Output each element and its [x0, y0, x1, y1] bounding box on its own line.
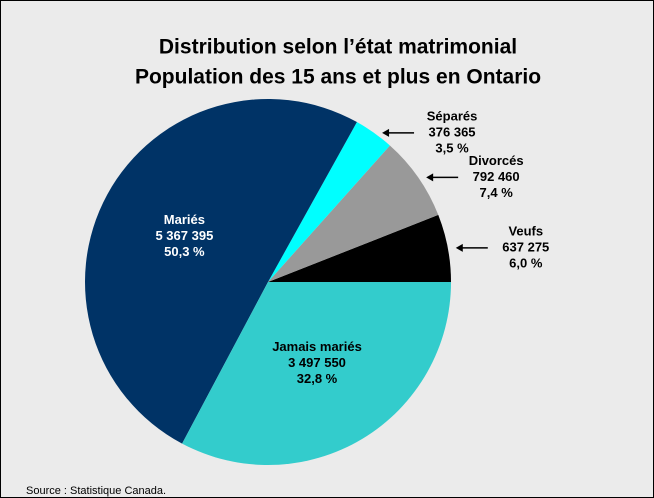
slice-name: Veufs	[508, 223, 543, 238]
slice-name: Mariés	[164, 212, 205, 227]
slice-percent: 50,3 %	[164, 244, 205, 259]
slice-name: Séparés	[427, 108, 478, 123]
slice-percent: 7,4 %	[480, 185, 514, 200]
slice-value: 792 460	[473, 169, 520, 184]
slice-percent: 3,5 %	[435, 140, 469, 155]
pie-slice	[182, 282, 452, 466]
pie-slice	[268, 214, 451, 282]
pie-slice	[268, 145, 439, 282]
arrow-head	[382, 128, 390, 137]
chart-subtitle: Population des 15 ans et plus en Ontario	[135, 66, 541, 89]
slice-name: Jamais mariés	[272, 339, 362, 354]
slice-value: 376 365	[429, 124, 476, 139]
slice-percent: 6,0 %	[509, 255, 543, 270]
slice-value: 637 275	[502, 239, 549, 254]
pie-slice	[268, 122, 390, 283]
pie-slice	[85, 99, 357, 444]
arrow-head	[426, 173, 434, 182]
source: Source : Statistique Canada.	[26, 485, 166, 497]
chart-title: Distribution selon l’état matrimonial	[159, 36, 517, 59]
slice-name: Divorcés	[469, 153, 524, 168]
slice-percent: 32,8 %	[297, 371, 338, 386]
slice-value: 3 497 550	[288, 355, 346, 370]
slice-value: 5 367 395	[155, 228, 213, 243]
arrow-head	[455, 243, 463, 252]
